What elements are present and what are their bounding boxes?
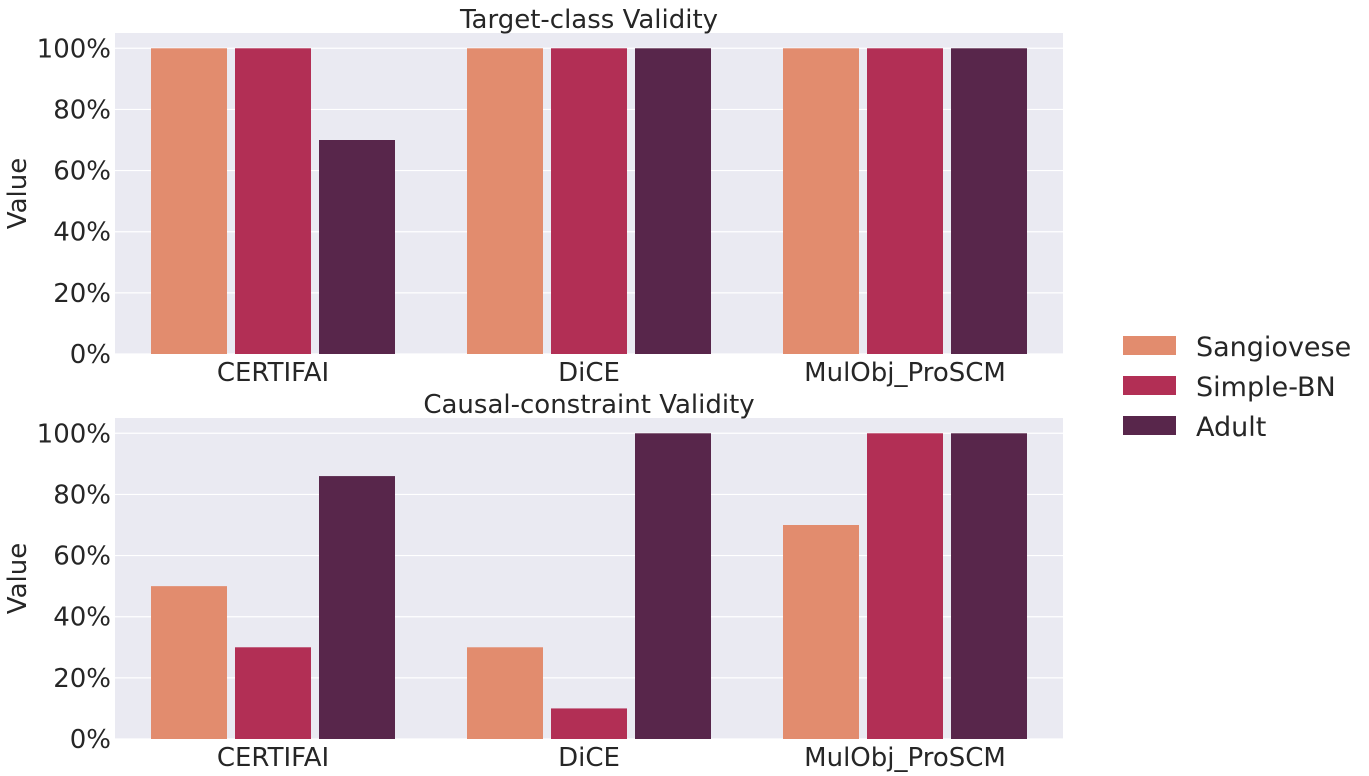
- y-tick-label: 20%: [53, 279, 111, 309]
- legend-swatch: [1123, 336, 1176, 355]
- bar-certifai-adult: [319, 140, 395, 354]
- y-tick-label: 20%: [53, 664, 111, 694]
- chart-title: Causal-constraint Validity: [423, 390, 754, 420]
- legend-item-simple-bn: Simple-BN: [1123, 372, 1336, 403]
- bar-certifai-simple-bn: [235, 647, 311, 739]
- bar-certifai-simple-bn: [235, 48, 311, 355]
- x-tick-label: DiCE: [558, 358, 620, 388]
- x-tick-label: CERTIFAI: [217, 358, 329, 388]
- y-tick-label: 60%: [53, 157, 111, 187]
- legend-label: Simple-BN: [1196, 372, 1336, 403]
- legend-label: Sangiovese: [1196, 332, 1351, 363]
- bar-certifai-adult: [319, 476, 395, 739]
- bar-dice-sangiovese: [467, 48, 543, 355]
- y-tick-label: 80%: [53, 95, 111, 125]
- bar-mulobj-proscm-adult: [951, 48, 1027, 355]
- y-tick-label: 40%: [53, 218, 111, 248]
- chart-panel-2: 0% 20% 40% 60% 80% 100% CERTIFAI DiCE MulObj_Pro…: [3, 390, 1063, 773]
- chart-title: Target-class Validity: [459, 5, 718, 35]
- bar-mulobj-proscm-sangiovese: [783, 48, 859, 355]
- bar-dice-adult: [635, 48, 711, 355]
- y-tick-label: 60%: [53, 542, 111, 572]
- legend-swatch: [1123, 376, 1176, 395]
- y-tick-label: 0%: [70, 340, 111, 370]
- y-tick-label: 40%: [53, 603, 111, 633]
- bar-dice-simple-bn: [551, 48, 627, 355]
- bar-mulobj-proscm-simple-bn: [867, 48, 943, 355]
- y-axis-label: Value: [3, 543, 33, 614]
- x-tick-label: DiCE: [558, 743, 620, 773]
- bar-mulobj-proscm-sangiovese: [783, 525, 859, 739]
- bar-mulobj-proscm-adult: [951, 433, 1027, 739]
- bar-dice-simple-bn: [551, 708, 627, 739]
- bar-dice-adult: [635, 433, 711, 739]
- chart-panel-1: 0% 20% 40% 60% 80% 100% CERTIFAI DiCE MulObj_Pro…: [3, 5, 1063, 388]
- y-tick-label: 100%: [37, 419, 111, 449]
- y-tick-label: 0%: [70, 725, 111, 755]
- x-tick-label: MulObj_ProSCM: [804, 743, 1006, 773]
- bar-certifai-sangiovese: [151, 48, 227, 355]
- y-tick-label: 100%: [37, 34, 111, 64]
- x-tick-label: MulObj_ProSCM: [804, 358, 1006, 388]
- bar-certifai-sangiovese: [151, 586, 227, 739]
- legend-item-sangiovese: Sangiovese: [1123, 332, 1351, 363]
- bar-dice-sangiovese: [467, 647, 543, 739]
- y-tick-label: 80%: [53, 480, 111, 510]
- legend: Sangiovese Simple-BN Adult: [1123, 332, 1351, 443]
- y-axis-label: Value: [3, 158, 33, 229]
- legend-swatch: [1123, 416, 1176, 435]
- legend-item-adult: Adult: [1123, 412, 1266, 443]
- x-tick-label: CERTIFAI: [217, 743, 329, 773]
- bar-mulobj-proscm-simple-bn: [867, 433, 943, 739]
- legend-label: Adult: [1196, 412, 1266, 443]
